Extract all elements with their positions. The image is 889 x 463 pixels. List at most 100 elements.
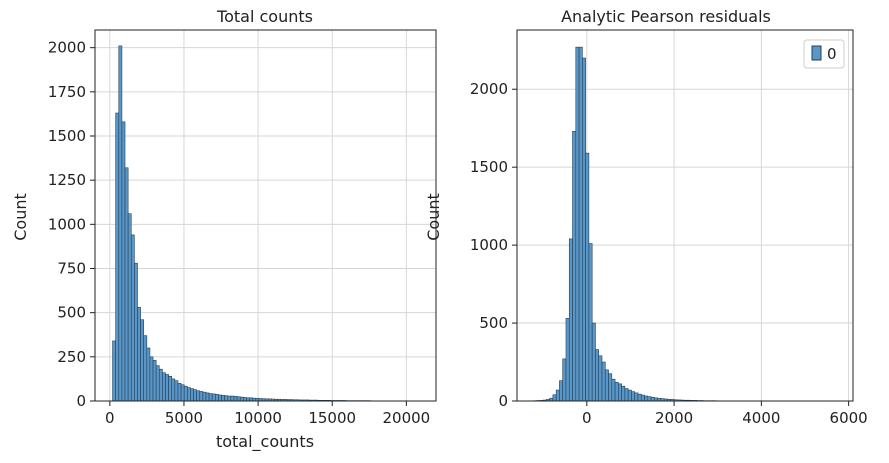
histogram-bar — [624, 388, 629, 402]
histogram-bar — [162, 372, 166, 402]
x-tick-label: 0 — [582, 409, 592, 427]
histogram-bar — [165, 374, 169, 402]
plot-frame — [94, 29, 437, 402]
x-tick-label: 6000 — [830, 409, 868, 427]
y-tick-label: 500 — [479, 314, 508, 332]
histogram-bar — [591, 322, 596, 402]
histogram-bar — [233, 396, 238, 402]
histogram-bar — [137, 307, 141, 402]
y-tick-label: 1750 — [48, 83, 86, 101]
x-axis-label: total_counts — [216, 432, 314, 452]
y-ticks: 0 250 500 750 1000 1250 1500 1750 2000 — [48, 39, 95, 410]
histogram-bar — [134, 262, 138, 402]
histogram-bar — [112, 340, 116, 402]
histogram-bar — [177, 383, 182, 402]
y-tick-label: 1000 — [48, 215, 86, 233]
histogram-bar — [190, 388, 194, 402]
histogram-bar — [115, 112, 120, 402]
histogram-bar — [143, 335, 148, 402]
x-tick-label: 10000 — [234, 409, 282, 427]
histogram-bar — [578, 46, 583, 402]
histogram-bar — [158, 368, 163, 402]
y-tick-label: 1500 — [48, 127, 86, 145]
histogram-bar — [572, 131, 577, 402]
x-tick-label: 2000 — [655, 409, 693, 427]
y-axis-label: Count — [424, 193, 443, 241]
histogram-bar — [598, 355, 603, 402]
legend: 0 — [803, 39, 845, 69]
histogram-bar — [230, 395, 235, 402]
histogram-bar — [647, 396, 652, 402]
histogram-bar — [562, 358, 567, 402]
y-tick-label: 1250 — [48, 171, 86, 189]
x-tick-label: 15000 — [308, 409, 356, 427]
histogram-bar — [149, 356, 154, 402]
histogram-bar — [152, 360, 157, 402]
histogram-bar — [130, 234, 135, 402]
axes-frame — [94, 29, 437, 402]
histogram-bar — [582, 57, 586, 402]
histogram-bar — [155, 365, 160, 402]
histogram-bar — [568, 238, 573, 402]
y-tick-label: 0 — [498, 392, 508, 410]
chart-analytic-pearson-residuals: Analytic Pearson residuals 0 2000 4000 6000… — [424, 7, 868, 427]
histogram-bars — [112, 45, 425, 402]
histogram-bar — [595, 349, 600, 402]
histogram-bar — [614, 381, 619, 402]
y-tick-label: 750 — [57, 260, 86, 278]
chart-title: Total counts — [216, 7, 313, 26]
histogram-bar — [193, 389, 197, 402]
histogram-bar — [224, 395, 229, 402]
histogram-bar — [218, 394, 222, 402]
histogram-bar — [168, 375, 173, 402]
plot-frame — [516, 29, 854, 402]
histogram-bar — [555, 389, 560, 402]
histogram-bar — [575, 46, 580, 402]
histogram-bar — [127, 213, 132, 402]
histogram-bar — [640, 394, 645, 402]
histogram-bar — [611, 378, 616, 402]
histogram-bar — [618, 383, 622, 402]
histogram-bar — [634, 392, 639, 402]
y-tick-label: 0 — [76, 392, 86, 410]
histogram-bar — [236, 396, 241, 402]
histogram-bar — [215, 393, 219, 402]
histogram-bar — [221, 395, 225, 402]
histogram-bar — [199, 391, 204, 402]
histogram-bar — [211, 393, 216, 402]
histogram-bar — [202, 391, 207, 402]
histogram-bar — [186, 387, 191, 402]
histogram-bar — [243, 397, 247, 402]
legend-box — [803, 39, 845, 69]
histogram-bar — [171, 378, 176, 402]
histogram-bar — [604, 369, 609, 402]
y-tick-label: 2000 — [48, 39, 86, 57]
y-tick-label: 2000 — [470, 80, 508, 98]
x-tick-label: 20000 — [382, 409, 430, 427]
histogram-bar — [146, 347, 151, 402]
histogram-bar — [121, 121, 126, 402]
histogram-bar — [205, 392, 210, 402]
chart-title: Analytic Pearson residuals — [561, 7, 771, 26]
histogram-bar — [637, 393, 642, 402]
chart-total-counts: Total counts 0 5000 10000 15000 20000 0 250 50… — [11, 7, 437, 452]
histogram-bar — [180, 384, 185, 402]
y-tick-label: 1000 — [470, 236, 508, 254]
histogram-bar — [227, 395, 232, 402]
histogram-bar — [196, 390, 201, 402]
histogram-bar — [239, 396, 244, 402]
histogram-bar — [601, 361, 606, 402]
x-ticks: 0 5000 10000 15000 20000 — [105, 401, 430, 427]
x-ticks: 0 2000 4000 6000 — [582, 401, 868, 427]
y-ticks: 0 500 1000 1500 2000 — [470, 80, 517, 410]
histogram-bar — [585, 152, 590, 402]
legend-label: 0 — [827, 45, 837, 63]
legend-swatch — [811, 45, 822, 61]
histogram-bar — [183, 385, 188, 402]
histogram-bar — [565, 318, 570, 402]
x-tick-label: 5000 — [165, 409, 203, 427]
histogram-bar — [650, 396, 655, 402]
y-tick-label: 500 — [57, 304, 86, 322]
histogram-bar — [621, 385, 626, 402]
